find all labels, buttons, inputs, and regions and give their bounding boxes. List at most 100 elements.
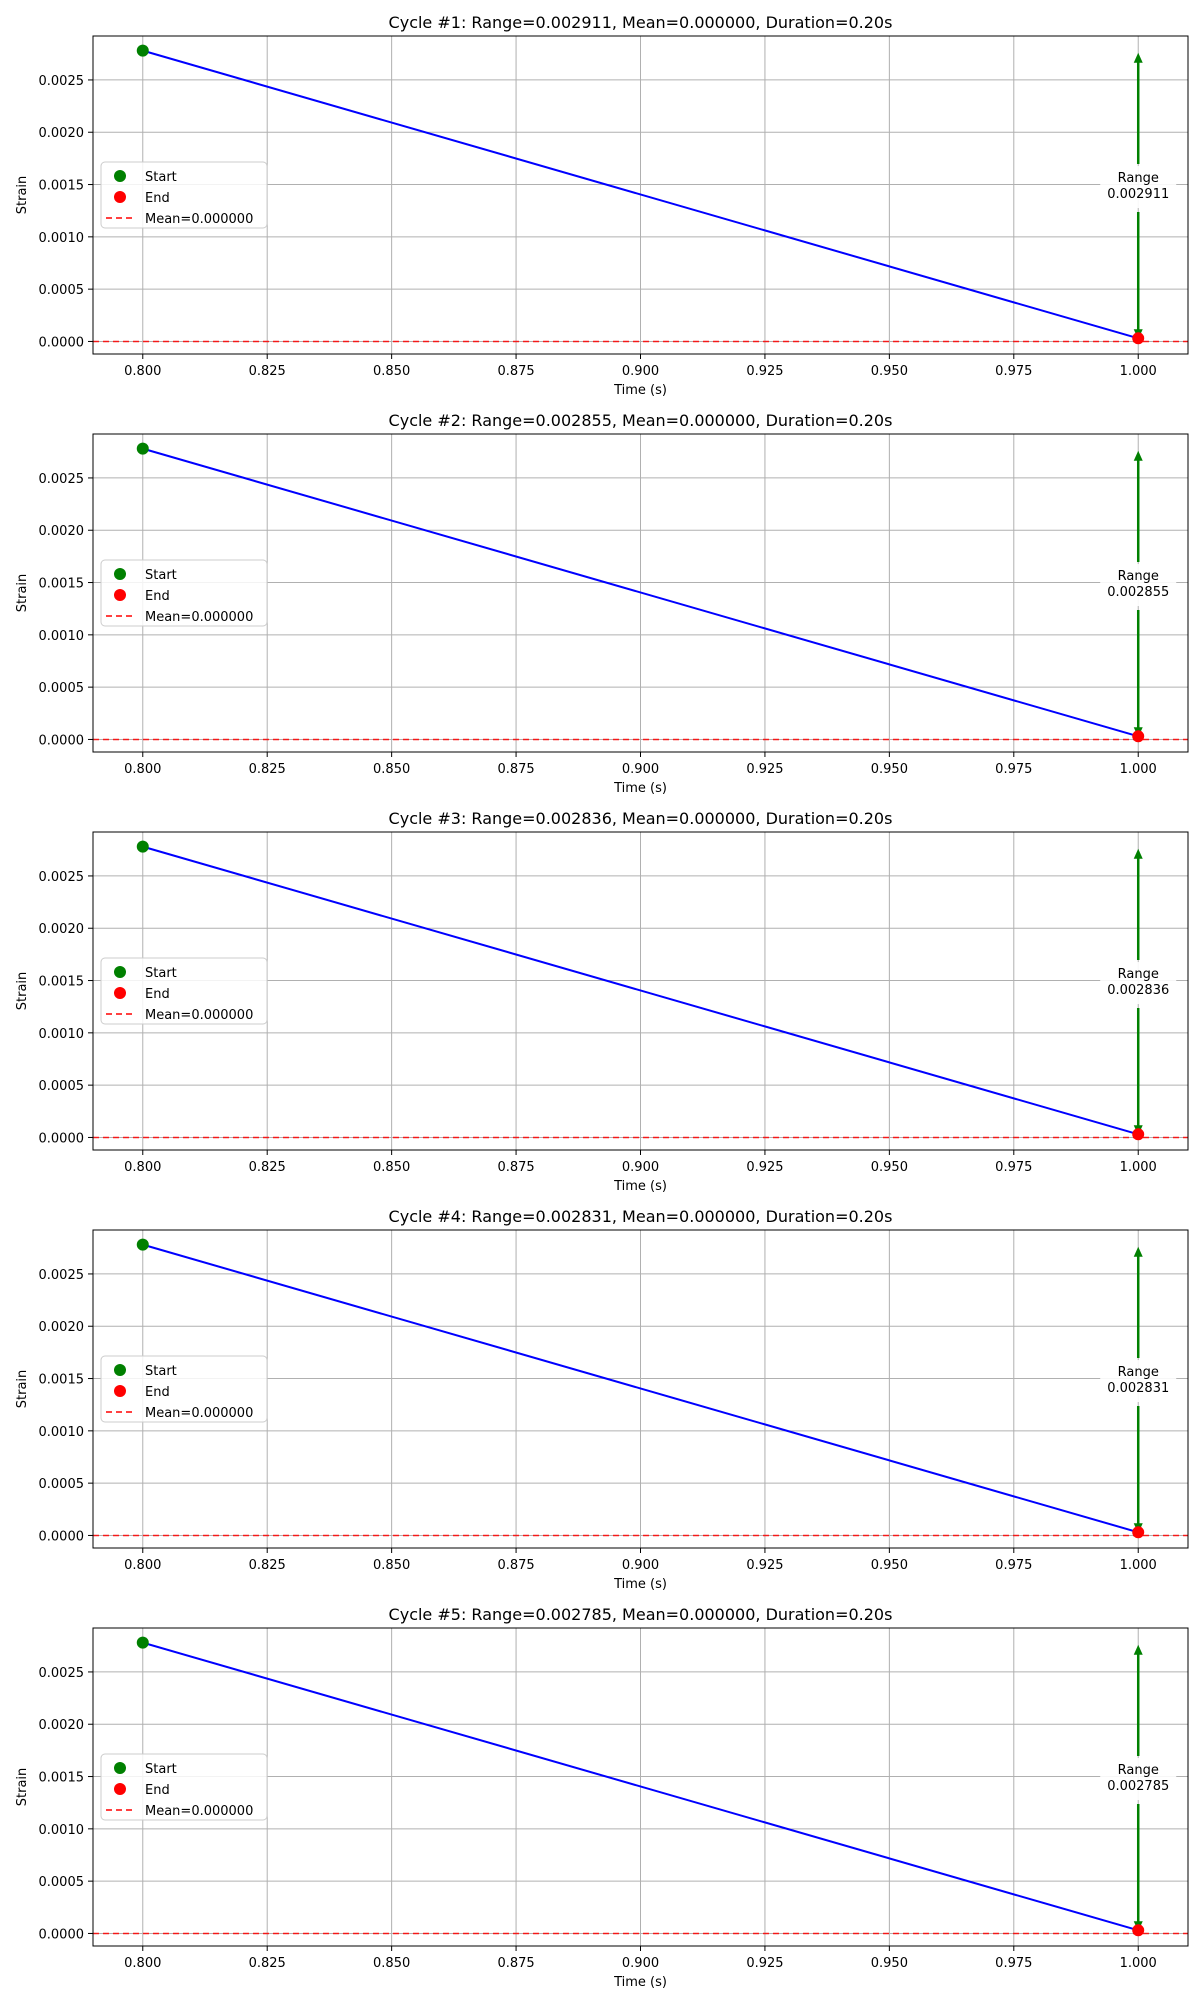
y-axis-label: Strain (15, 972, 30, 1011)
y-tick-label: 0.0010 (39, 1425, 85, 1440)
legend: Start End Mean=0.000000 (100, 957, 268, 1025)
start-point-marker (136, 840, 149, 853)
range-label-title: Range (1118, 967, 1159, 982)
legend-start-marker (114, 1364, 126, 1376)
y-tick-label: 0.0020 (39, 126, 85, 141)
y-tick-label: 0.0005 (39, 283, 85, 298)
legend-start-label: Start (145, 1762, 177, 1777)
chart-title: Cycle #3: Range=0.002836, Mean=0.000000,… (389, 809, 893, 828)
x-tick-label: 0.900 (622, 1160, 659, 1175)
chart-panel: Cycle #4: Range=0.002831, Mean=0.000000,… (15, 1207, 1189, 1592)
y-tick-label: 0.0005 (39, 1079, 85, 1094)
legend-box (100, 1355, 268, 1423)
legend-box (100, 1753, 268, 1821)
range-label-title: Range (1118, 1763, 1159, 1778)
strain-series-line (142, 1641, 1139, 1932)
chart-panel: Cycle #2: Range=0.002855, Mean=0.000000,… (15, 411, 1189, 796)
range-label-value: 0.002831 (1107, 1381, 1169, 1396)
range-label-box (1100, 564, 1177, 607)
range-arrow-head-up (1133, 1246, 1143, 1257)
x-axis-label: Time (s) (613, 1577, 667, 1592)
end-point-marker (1132, 1526, 1145, 1539)
chart-title: Cycle #2: Range=0.002855, Mean=0.000000,… (389, 411, 893, 430)
x-tick-label: 0.800 (124, 762, 161, 777)
y-tick-label: 0.0005 (39, 1477, 85, 1492)
strain-series-line (142, 1243, 1139, 1534)
range-label-box (1100, 166, 1177, 209)
legend-start-label: Start (145, 1364, 177, 1379)
y-tick-label: 0.0025 (39, 472, 85, 487)
legend-end-label: End (145, 987, 170, 1002)
x-tick-label: 0.975 (995, 364, 1032, 379)
legend-end-label: End (145, 589, 170, 604)
end-point-marker (1132, 332, 1145, 345)
chart-title: Cycle #5: Range=0.002785, Mean=0.000000,… (389, 1605, 893, 1624)
legend-box (100, 957, 268, 1025)
range-label-title: Range (1118, 171, 1159, 186)
range-arrow-head-up (1133, 1644, 1143, 1655)
x-tick-label: 0.900 (622, 1956, 659, 1971)
x-tick-label: 0.925 (746, 364, 783, 379)
x-tick-label: 0.925 (746, 1956, 783, 1971)
y-tick-label: 0.0000 (39, 1529, 85, 1544)
y-axis-label: Strain (15, 1370, 30, 1409)
legend-mean-label: Mean=0.000000 (145, 1008, 253, 1023)
x-tick-label: 0.800 (124, 1160, 161, 1175)
legend-box (100, 559, 268, 627)
range-label-value: 0.002836 (1107, 983, 1169, 998)
x-axis-label: Time (s) (613, 781, 667, 796)
y-tick-label: 0.0005 (39, 1875, 85, 1890)
y-tick-label: 0.0015 (39, 1771, 85, 1786)
range-arrow-head-up (1133, 450, 1143, 461)
y-tick-label: 0.0000 (39, 733, 85, 748)
x-tick-label: 0.850 (373, 1956, 410, 1971)
y-tick-label: 0.0000 (39, 1927, 85, 1942)
legend: Start End Mean=0.000000 (100, 1355, 268, 1423)
x-tick-label: 0.850 (373, 364, 410, 379)
end-point-marker (1132, 730, 1145, 743)
x-tick-label: 0.925 (746, 1558, 783, 1573)
start-point-marker (136, 1636, 149, 1649)
range-label-title: Range (1118, 1365, 1159, 1380)
x-tick-label: 1.000 (1120, 762, 1157, 777)
legend: Start End Mean=0.000000 (100, 1753, 268, 1821)
range-label-title: Range (1118, 569, 1159, 584)
x-tick-label: 0.875 (497, 1956, 534, 1971)
y-tick-label: 0.0015 (39, 179, 85, 194)
legend-end-marker (114, 1385, 126, 1397)
x-tick-label: 0.900 (622, 364, 659, 379)
x-tick-label: 0.950 (871, 364, 908, 379)
x-tick-label: 0.925 (746, 762, 783, 777)
y-tick-label: 0.0000 (39, 1131, 85, 1146)
y-tick-label: 0.0025 (39, 1666, 85, 1681)
strain-series-line (142, 447, 1139, 738)
x-tick-label: 0.825 (249, 1160, 286, 1175)
legend-end-marker (114, 1783, 126, 1795)
x-tick-label: 0.950 (871, 762, 908, 777)
range-arrow-head-up (1133, 52, 1143, 63)
legend: Start End Mean=0.000000 (100, 559, 268, 627)
legend-end-label: End (145, 1385, 170, 1400)
y-tick-label: 0.0010 (39, 1027, 85, 1042)
y-tick-label: 0.0000 (39, 335, 85, 350)
x-axis-label: Time (s) (613, 383, 667, 398)
x-tick-label: 0.975 (995, 762, 1032, 777)
strain-series-line (142, 845, 1139, 1136)
y-tick-label: 0.0005 (39, 681, 85, 696)
range-label-value: 0.002911 (1107, 187, 1169, 202)
axes-frame (92, 433, 1189, 753)
x-tick-label: 1.000 (1120, 1558, 1157, 1573)
legend-mean-label: Mean=0.000000 (145, 212, 253, 227)
chart-title: Cycle #1: Range=0.002911, Mean=0.000000,… (389, 13, 893, 32)
y-tick-label: 0.0010 (39, 629, 85, 644)
axes-frame (92, 1627, 1189, 1947)
chart-panel: Cycle #5: Range=0.002785, Mean=0.000000,… (15, 1605, 1189, 1990)
axes-frame (92, 35, 1189, 355)
x-tick-label: 1.000 (1120, 364, 1157, 379)
legend-end-label: End (145, 1783, 170, 1798)
range-label-value: 0.002785 (1107, 1779, 1169, 1794)
y-tick-label: 0.0025 (39, 74, 85, 89)
x-tick-label: 0.825 (249, 364, 286, 379)
chart-panel: Cycle #1: Range=0.002911, Mean=0.000000,… (15, 13, 1189, 398)
